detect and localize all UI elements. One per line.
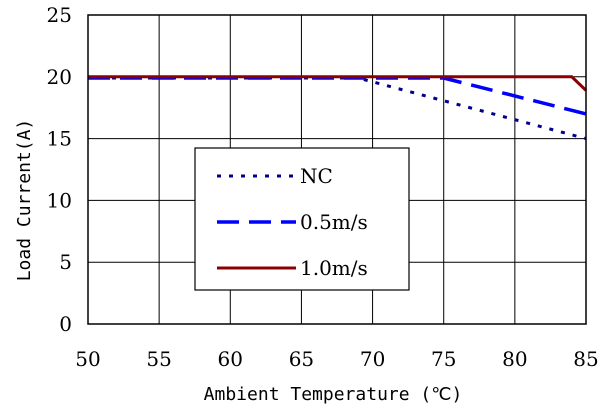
x-axis-title: Ambient Temperature (℃): [204, 384, 463, 405]
y-tick-label: 0: [59, 312, 72, 336]
x-tick-label: 55: [146, 347, 171, 371]
plot-frame: [87, 14, 587, 325]
y-tick-label: 15: [47, 127, 72, 151]
y-tick-label: 10: [47, 188, 72, 212]
tick-labels: 50 55 60 65 70 75 80 85 0 5 10 15 20 25: [47, 3, 599, 371]
series-line-nc: [88, 76, 587, 141]
y-tick-label: 5: [59, 250, 72, 274]
y-tick-label: 20: [47, 65, 72, 89]
x-tick-label: 60: [218, 347, 243, 371]
y-tick-label: 25: [47, 3, 72, 27]
x-tick-label: 80: [502, 347, 527, 371]
legend-label: 1.0m/s: [300, 256, 368, 280]
legend-box: [194, 147, 410, 291]
x-tick-label: 70: [360, 347, 385, 371]
y-axis-title: Load Current(A): [14, 119, 35, 282]
legend-label: NC: [300, 164, 333, 188]
x-tick-label: 50: [75, 347, 100, 371]
series-line-1-0m-s: [88, 75, 588, 92]
x-tick-label: 65: [289, 347, 314, 371]
x-tick-label: 75: [431, 347, 456, 371]
series-line-0-5m-s: [88, 76, 587, 116]
x-tick-label: 85: [573, 347, 598, 371]
legend-label: 0.5m/s: [300, 210, 368, 234]
series-layer: [88, 75, 588, 141]
legend: NC 0.5m/s 1.0m/s: [194, 147, 410, 291]
